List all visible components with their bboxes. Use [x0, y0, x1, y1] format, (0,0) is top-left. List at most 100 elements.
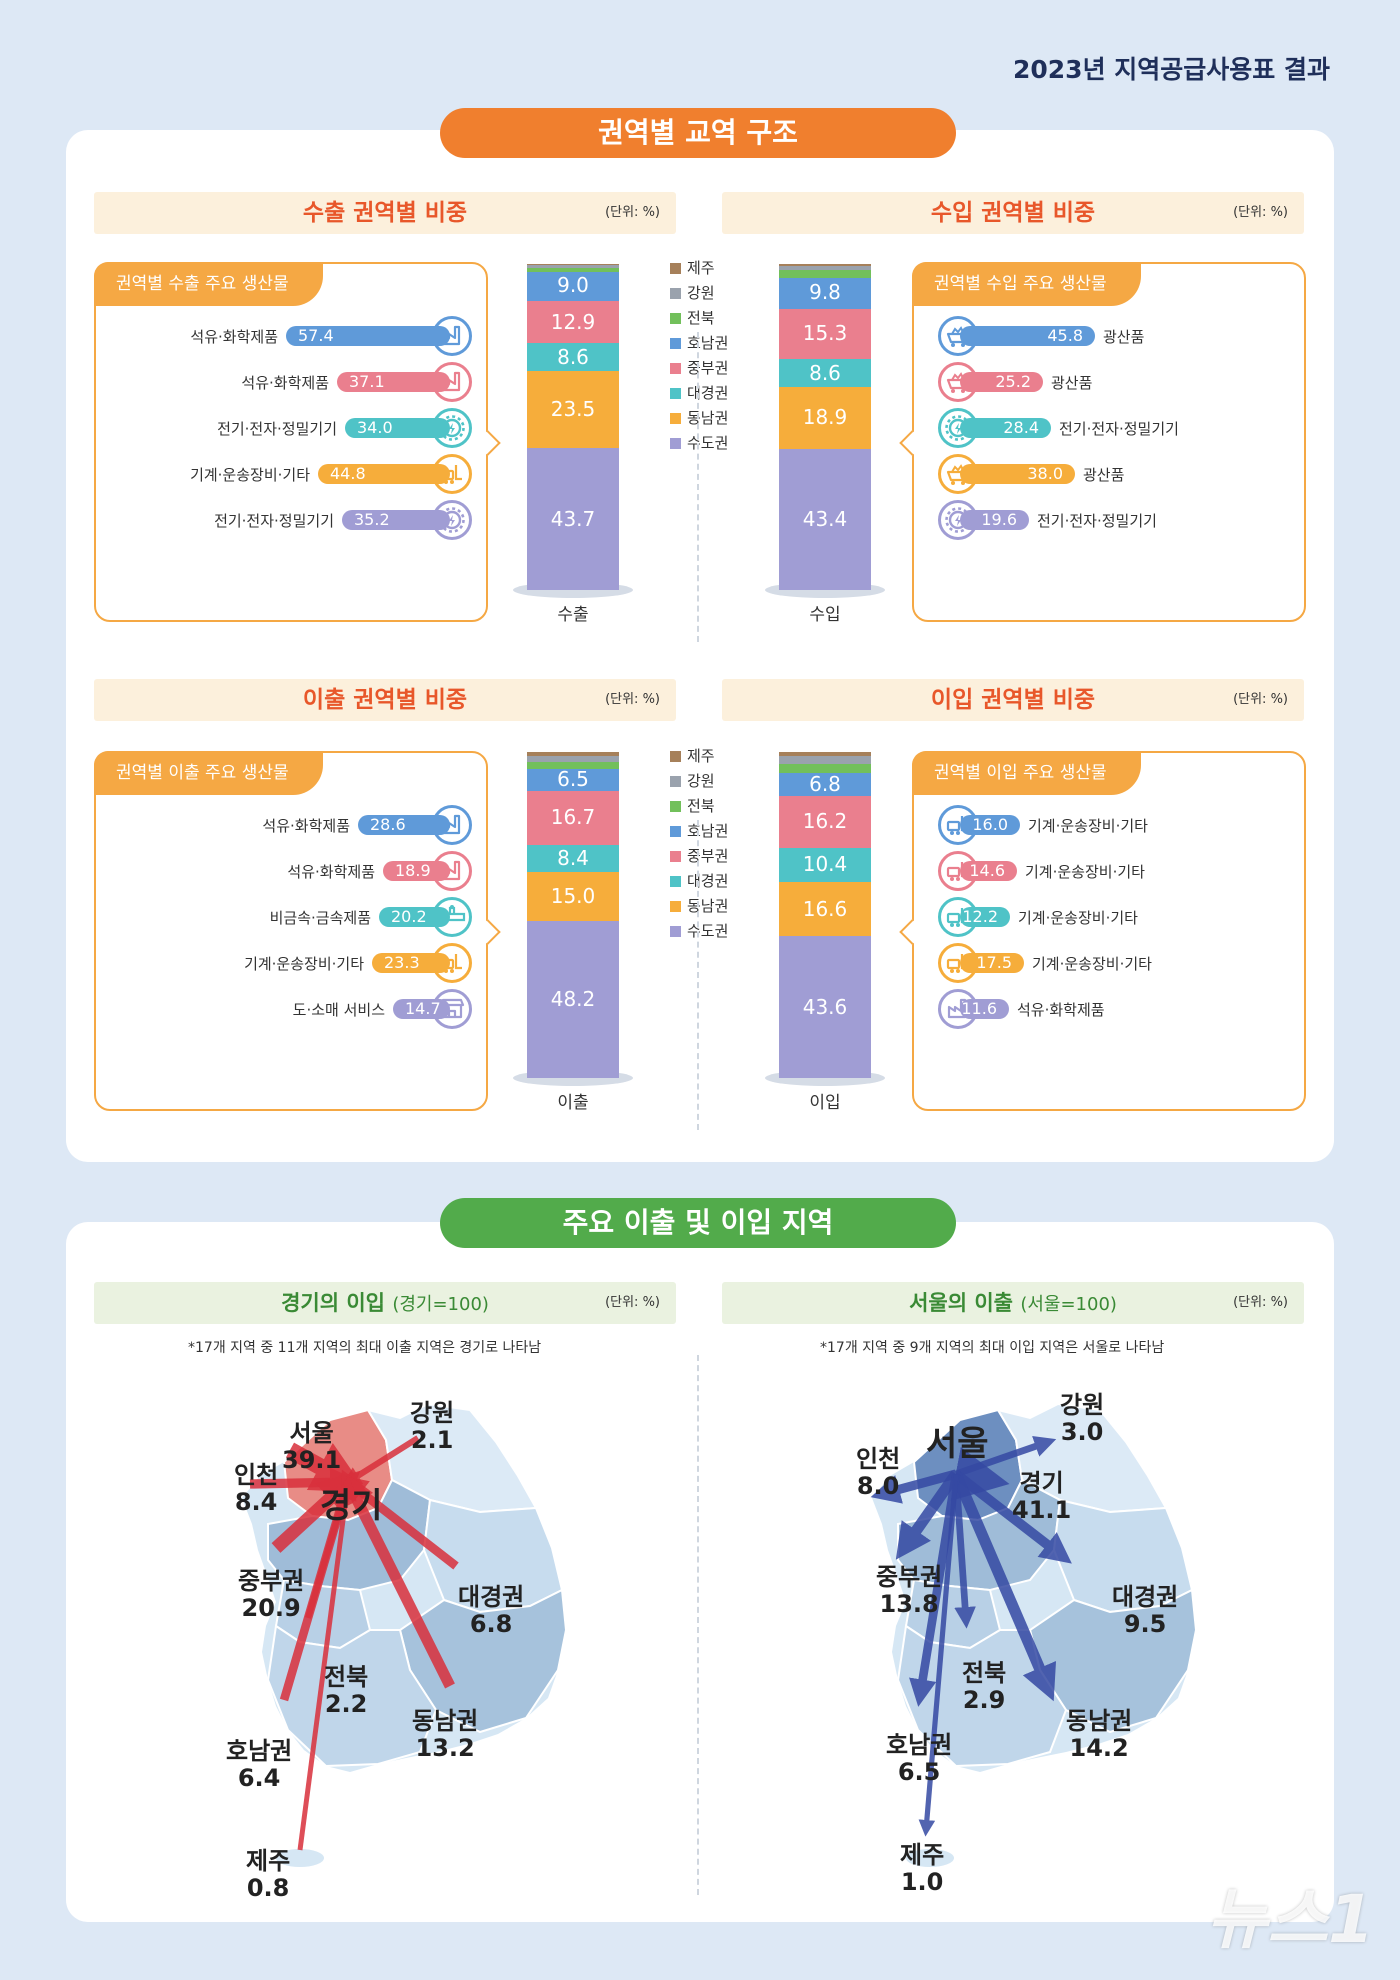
product-share-value: 25.2	[995, 372, 1031, 391]
divider	[697, 1355, 699, 1895]
product-share-value: 34.0	[357, 418, 393, 437]
map-label-value: 8.4	[234, 1488, 278, 1516]
map-label-value: 41.1	[1012, 1496, 1072, 1524]
map-label-region: 대경권	[458, 1583, 525, 1611]
map-label: 호남권 6.4	[226, 1738, 292, 1792]
map-label-value: 8.0	[856, 1472, 900, 1500]
legend-item: 호남권	[670, 331, 728, 356]
legend-label: 중부권	[687, 359, 729, 377]
bar-segment-강원	[779, 265, 871, 271]
seoul-outflow-map	[870, 1402, 1198, 1867]
seoul-title-text: 서울의 이출	[909, 1291, 1013, 1315]
legend-label: 대경권	[687, 384, 729, 402]
product-share-value: 37.1	[349, 372, 385, 391]
map-label: 경기	[320, 1486, 383, 1526]
legend-label: 호남권	[687, 334, 729, 352]
product-bar: 28.6	[358, 815, 450, 835]
map-label-region: 강원	[1060, 1391, 1105, 1419]
product-label: 기계·운송장비·기타	[1025, 863, 1145, 881]
product-bar: 45.8	[960, 326, 1095, 346]
divider	[697, 820, 699, 1130]
flow-arrow	[950, 1471, 1057, 1702]
bar-segment-동남권: 16.6	[779, 881, 871, 937]
legend-swatch	[670, 338, 681, 349]
bar-segment-제주	[527, 264, 619, 266]
product-share-value: 16.0	[972, 815, 1008, 834]
outflow-share-title: 이출 권역별 비중	[302, 687, 468, 713]
legend-item: 전북	[670, 306, 728, 331]
seoul-note: *17개 지역 중 9개 지역의 최대 이입 지역은 서울로 나타남	[820, 1340, 1165, 1356]
export-products-title: 권역별 수출 주요 생산물	[94, 262, 323, 306]
map-label-value: 6.5	[897, 1758, 941, 1786]
bar-segment-중부권: 16.2	[779, 795, 871, 849]
map-label-value: 13.8	[879, 1590, 939, 1618]
map-label-region: 중부권	[238, 1567, 305, 1595]
legend-item: 수도권	[670, 919, 728, 944]
product-share-value: 14.7	[405, 999, 441, 1018]
region-gangwon	[365, 1402, 538, 1514]
product-label: 석유·화학제품	[1017, 1001, 1105, 1019]
outflow-unit: (단위: %)	[605, 692, 660, 707]
map-label: 인천 8.0	[856, 1446, 900, 1500]
flow-arrow	[952, 1473, 976, 1629]
legend-label: 대경권	[687, 872, 729, 890]
product-share-value: 20.2	[391, 907, 427, 926]
product-label: 기계·운송장비·기타	[1018, 909, 1138, 927]
flow-arrow	[870, 1469, 958, 1504]
map-label-region: 경기	[1019, 1469, 1064, 1497]
legend-label: 강원	[687, 772, 715, 790]
map-label-value: 13.2	[415, 1734, 475, 1762]
legend-item: 수도권	[670, 431, 728, 456]
bar-segment-동남권: 15.0	[527, 871, 619, 922]
product-share-value: 35.2	[354, 510, 390, 529]
legend-swatch	[670, 388, 681, 399]
legend-item: 제주	[670, 744, 728, 769]
bar-segment-중부권: 16.7	[527, 790, 619, 846]
divider	[697, 332, 699, 642]
map-label-value: 20.9	[241, 1594, 301, 1622]
product-label: 광산품	[1051, 374, 1093, 392]
legend-item: 대경권	[670, 869, 728, 894]
product-share-value: 19.6	[981, 510, 1017, 529]
map-label: 호남권 6.5	[886, 1732, 952, 1786]
legend-swatch	[670, 876, 681, 887]
map-label: 전북 2.2	[324, 1664, 368, 1718]
map-label: 제주 1.0	[900, 1842, 944, 1896]
outflow-share-header: 이출 권역별 비중 (단위: %)	[94, 679, 676, 721]
seoul-outflow-header: 서울의 이출 (서울=100) (단위: %)	[722, 1282, 1304, 1324]
flow-arrow	[953, 1470, 1072, 1564]
legend-swatch	[670, 751, 681, 762]
gyeonggi-inflow-title: 경기의 이입 (경기=100)	[94, 1282, 676, 1326]
legend-swatch	[670, 776, 681, 787]
legend-swatch	[670, 901, 681, 912]
product-share-value: 17.5	[976, 953, 1012, 972]
map-label: 서울 39.1	[282, 1420, 341, 1474]
product-label: 기계·운송장비·기타	[1032, 955, 1152, 973]
product-bar: 17.5	[960, 953, 1024, 973]
product-share-value: 28.4	[1003, 418, 1039, 437]
map-label: 경기 41.1	[1012, 1470, 1071, 1524]
product-share-value: 38.0	[1027, 464, 1063, 483]
legend-label: 호남권	[687, 822, 729, 840]
map-label-value: 0.8	[246, 1874, 290, 1902]
legend-item: 동남권	[670, 894, 728, 919]
legend-item: 제주	[670, 256, 728, 281]
inflow-unit: (단위: %)	[1233, 692, 1288, 707]
gyeonggi-note: *17개 지역 중 11개 지역의 최대 이출 지역은 경기로 나타남	[188, 1340, 542, 1356]
bar-segment-제주	[779, 752, 871, 756]
legend-swatch	[670, 438, 681, 449]
legend-item: 강원	[670, 769, 728, 794]
map-label: 강원 3.0	[1060, 1392, 1104, 1446]
bar-segment-강원	[779, 755, 871, 764]
legend-label: 전북	[687, 309, 715, 327]
bar-segment-동남권: 18.9	[779, 386, 871, 449]
bar-segment-중부권: 12.9	[527, 300, 619, 344]
bar-segment-동남권: 23.5	[527, 370, 619, 449]
import-products-title: 권역별 수입 주요 생산물	[912, 262, 1141, 306]
legend-label: 동남권	[687, 897, 729, 915]
export-products-box: 권역별 수출 주요 생산물 57.4 석유·화학제품 37.1 석유·화학제품 34.0…	[94, 262, 501, 622]
legend-item: 동남권	[670, 406, 728, 431]
product-bar: 20.2	[379, 907, 450, 927]
product-bar: 25.2	[960, 372, 1043, 392]
map-label: 동남권 14.2	[1066, 1708, 1132, 1762]
